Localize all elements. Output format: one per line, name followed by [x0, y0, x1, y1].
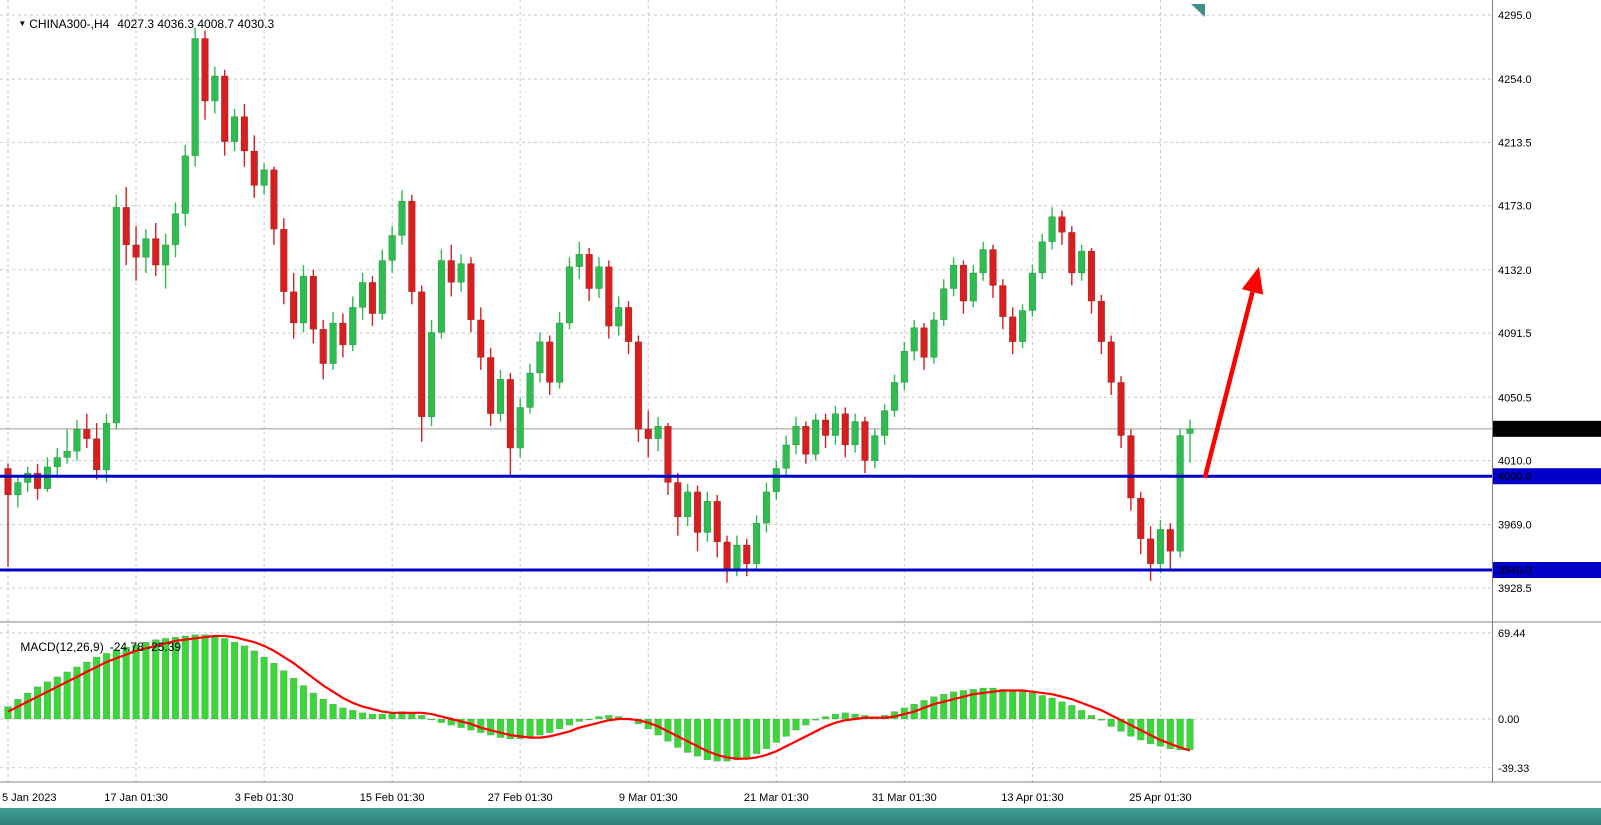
svg-text:13 Apr 01:30: 13 Apr 01:30	[1001, 792, 1063, 804]
svg-text:0.00: 0.00	[1498, 714, 1519, 726]
svg-text:4091.5: 4091.5	[1498, 328, 1532, 340]
level-price-badge: 4000.0	[1493, 468, 1601, 485]
svg-text:3928.5: 3928.5	[1498, 583, 1532, 595]
svg-text:69.44: 69.44	[1498, 628, 1526, 640]
svg-text:9 Mar 01:30: 9 Mar 01:30	[619, 792, 678, 804]
svg-text:17 Jan 01:30: 17 Jan 01:30	[104, 792, 168, 804]
svg-text:4254.0: 4254.0	[1498, 74, 1532, 86]
ohlc-readout: 4027.3 4036.3 4008.7 4030.3	[117, 17, 275, 31]
symbol-info: ▼ CHINA300-,H4 4027.3 4036.3 4008.7 4030.3	[5, 3, 274, 45]
price-scale[interactable]: 4295.0 4254.0 4213.5 4173.0 4132.0 4091.5 4050…	[1498, 10, 1532, 775]
svg-text:3969.0: 3969.0	[1498, 520, 1532, 532]
symbol-timeframe-label: CHINA300-,H4	[29, 17, 110, 31]
svg-text:15 Feb 01:30: 15 Feb 01:30	[360, 792, 425, 804]
svg-text:27 Feb 01:30: 27 Feb 01:30	[488, 792, 553, 804]
bottom-bar	[0, 808, 1601, 825]
svg-text:4050.5: 4050.5	[1498, 392, 1532, 404]
macd-values: -24.78 -25.39	[109, 640, 182, 654]
macd-histogram	[4, 634, 1194, 762]
svg-text:4000.0: 4000.0	[1498, 471, 1532, 483]
time-scale[interactable]: 5 Jan 2023 17 Jan 01:30 3 Feb 01:30 15 Feb …	[2, 792, 1192, 804]
macd-label: MACD(12,26,9)	[20, 640, 104, 654]
symbol-dropdown-icon[interactable]: ▼	[18, 19, 27, 28]
macd-indicator-label: MACD(12,26,9) -24.78 -25.39	[7, 626, 181, 668]
svg-text:4132.0: 4132.0	[1498, 265, 1532, 277]
svg-text:4213.5: 4213.5	[1498, 137, 1532, 149]
svg-text:21 Mar 01:30: 21 Mar 01:30	[744, 792, 809, 804]
svg-text:4173.0: 4173.0	[1498, 201, 1532, 213]
macd-signal-line	[7, 634, 1191, 760]
grid	[0, 0, 1492, 782]
svg-text:25 Apr 01:30: 25 Apr 01:30	[1129, 792, 1191, 804]
svg-text:3940.0: 3940.0	[1498, 565, 1532, 577]
svg-text:5 Jan 2023: 5 Jan 2023	[2, 792, 56, 804]
svg-text:4030.3: 4030.3	[1498, 424, 1532, 436]
chart-shift-marker[interactable]	[1191, 4, 1205, 17]
level-price-badge: 3940.0	[1493, 562, 1601, 579]
svg-text:31 Mar 01:30: 31 Mar 01:30	[872, 792, 937, 804]
svg-text:3 Feb 01:30: 3 Feb 01:30	[235, 792, 294, 804]
current-price-badge: 4030.3	[1493, 420, 1601, 437]
candles	[4, 27, 1194, 583]
svg-text:4010.0: 4010.0	[1498, 456, 1532, 468]
trend-arrow-annotation[interactable]	[1202, 266, 1264, 479]
svg-text:-39.33: -39.33	[1498, 763, 1529, 775]
svg-text:4295.0: 4295.0	[1498, 10, 1532, 22]
